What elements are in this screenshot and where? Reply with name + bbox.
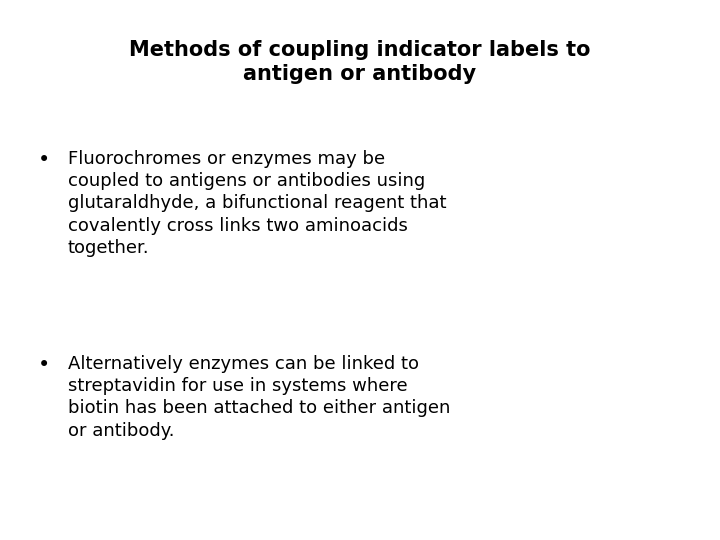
- Text: •: •: [38, 355, 50, 375]
- Text: •: •: [38, 150, 50, 170]
- Text: Alternatively enzymes can be linked to
streptavidin for use in systems where
bio: Alternatively enzymes can be linked to s…: [68, 355, 451, 440]
- Text: Methods of coupling indicator labels to
antigen or antibody: Methods of coupling indicator labels to …: [130, 40, 590, 84]
- Text: Fluorochromes or enzymes may be
coupled to antigens or antibodies using
glutaral: Fluorochromes or enzymes may be coupled …: [68, 150, 446, 257]
